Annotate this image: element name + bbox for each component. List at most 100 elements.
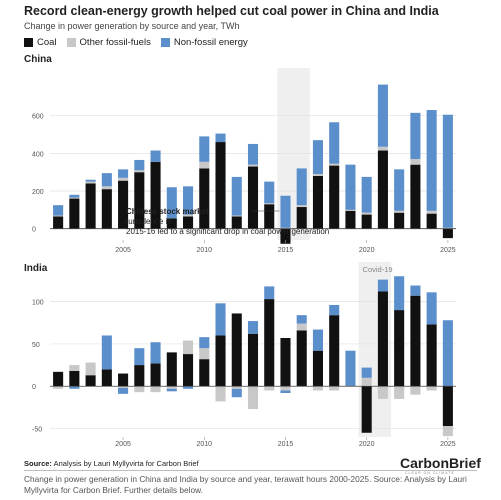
x-tick-label: 2010 xyxy=(196,247,212,254)
bar-other-fossil-fuels xyxy=(280,386,291,391)
bar-non-fossil-energy xyxy=(329,305,340,316)
legend-swatch-coal xyxy=(24,38,33,47)
bar-non-fossil-energy xyxy=(377,84,388,147)
bar-coal xyxy=(442,228,453,239)
bar-non-fossil-energy xyxy=(231,388,242,398)
bar-non-fossil-energy xyxy=(215,133,226,143)
bar-non-fossil-energy xyxy=(345,164,356,210)
legend-label-non-fossil: Non-fossil energy xyxy=(173,37,248,48)
x-tick-label: 2020 xyxy=(359,247,375,254)
bar-other-fossil-fuels xyxy=(312,174,323,176)
bar-non-fossil-energy xyxy=(264,286,275,300)
bar-coal xyxy=(53,371,64,387)
bar-non-fossil-energy xyxy=(183,386,194,389)
brand-name: CarbonBrief xyxy=(400,455,481,471)
bar-coal xyxy=(394,212,405,229)
bar-other-fossil-fuels xyxy=(377,386,388,399)
legend-swatch-other-fossil xyxy=(66,38,76,47)
bar-coal xyxy=(410,164,421,229)
bar-other-fossil-fuels xyxy=(247,386,259,410)
bar-non-fossil-energy xyxy=(69,386,80,389)
bar-non-fossil-energy xyxy=(183,186,194,215)
bar-other-fossil-fuels xyxy=(134,386,145,393)
x-tick-label: 2015 xyxy=(278,441,294,448)
bar-coal xyxy=(183,354,194,387)
bar-coal xyxy=(69,198,80,229)
bar-other-fossil-fuels xyxy=(410,159,421,165)
brand-tagline: CLEAR ON CLIMATE xyxy=(405,471,455,475)
bar-coal xyxy=(231,216,242,229)
bar-other-fossil-fuels xyxy=(118,177,129,181)
x-tick-label: 2025 xyxy=(440,441,456,448)
bar-coal xyxy=(264,204,275,229)
bar-non-fossil-energy xyxy=(296,168,307,206)
bar-non-fossil-energy xyxy=(312,329,323,351)
bar-non-fossil-energy xyxy=(394,276,405,311)
bar-other-fossil-fuels xyxy=(183,340,194,355)
bar-non-fossil-energy xyxy=(166,187,177,219)
bar-non-fossil-energy xyxy=(199,136,210,162)
bar-coal xyxy=(426,213,437,229)
bar-other-fossil-fuels xyxy=(280,227,291,229)
bar-non-fossil-energy xyxy=(118,387,129,394)
y-tick-label: 50 xyxy=(32,342,40,349)
bar-coal xyxy=(329,315,340,387)
y-tick-label: 0 xyxy=(32,384,36,391)
bar-non-fossil-energy xyxy=(312,140,323,175)
bar-non-fossil-energy xyxy=(69,194,80,198)
bar-other-fossil-fuels xyxy=(101,186,112,190)
bar-coal xyxy=(215,335,226,387)
x-tick-label: 2020 xyxy=(359,441,375,448)
bar-other-fossil-fuels xyxy=(345,209,356,211)
bar-other-fossil-fuels xyxy=(53,215,64,217)
x-tick-label: 2015 xyxy=(278,247,294,254)
bar-other-fossil-fuels xyxy=(264,203,275,205)
y-tick-label: 400 xyxy=(32,151,44,158)
x-tick-label: 2025 xyxy=(440,247,456,254)
bar-coal xyxy=(118,180,129,229)
bar-non-fossil-energy xyxy=(361,367,372,378)
bar-coal xyxy=(85,183,96,229)
bar-other-fossil-fuels xyxy=(118,386,129,388)
bar-other-fossil-fuels xyxy=(329,386,340,391)
bar-other-fossil-fuels xyxy=(442,426,453,437)
bar-non-fossil-energy xyxy=(247,143,259,165)
x-tick-label: 2005 xyxy=(115,441,131,448)
bar-coal xyxy=(426,324,437,387)
footer-caption: Change in power generation in China and … xyxy=(24,474,467,495)
bar-other-fossil-fuels xyxy=(231,386,242,389)
bar-other-fossil-fuels xyxy=(215,386,226,402)
legend-item-non-fossil: Non-fossil energy xyxy=(160,37,248,48)
annotation-text-line: Chinese stock market xyxy=(126,207,209,216)
bar-coal xyxy=(85,375,96,387)
bar-other-fossil-fuels xyxy=(426,210,437,214)
bar-coal xyxy=(361,386,372,433)
bar-coal xyxy=(442,386,453,426)
bar-other-fossil-fuels xyxy=(410,386,421,395)
y-tick-label: 100 xyxy=(32,300,44,307)
panel-label-china: China xyxy=(24,54,52,65)
bar-other-fossil-fuels xyxy=(426,386,437,391)
legend-label-other-fossil: Other fossil-fuels xyxy=(79,37,151,48)
bar-other-fossil-fuels xyxy=(134,170,145,173)
bar-non-fossil-energy xyxy=(101,173,112,187)
bar-coal xyxy=(101,369,112,387)
bar-other-fossil-fuels xyxy=(377,146,388,151)
bar-other-fossil-fuels xyxy=(85,181,96,184)
y-tick-label: -50 xyxy=(32,427,42,434)
brand-logo: CarbonBrief xyxy=(400,455,481,471)
bar-coal xyxy=(134,365,145,387)
bar-non-fossil-energy xyxy=(134,348,145,366)
y-tick-label: 0 xyxy=(32,227,36,234)
bar-other-fossil-fuels xyxy=(199,161,210,169)
bar-coal xyxy=(166,218,177,229)
y-tick-label: 200 xyxy=(32,189,44,196)
panel-label-india: India xyxy=(24,263,48,274)
bar-coal xyxy=(134,172,145,229)
bar-other-fossil-fuels xyxy=(69,197,80,199)
bar-other-fossil-fuels xyxy=(394,386,405,399)
bar-other-fossil-fuels xyxy=(69,365,80,371)
bar-coal xyxy=(377,291,388,387)
bar-other-fossil-fuels xyxy=(329,163,340,166)
footer-divider xyxy=(24,470,477,471)
